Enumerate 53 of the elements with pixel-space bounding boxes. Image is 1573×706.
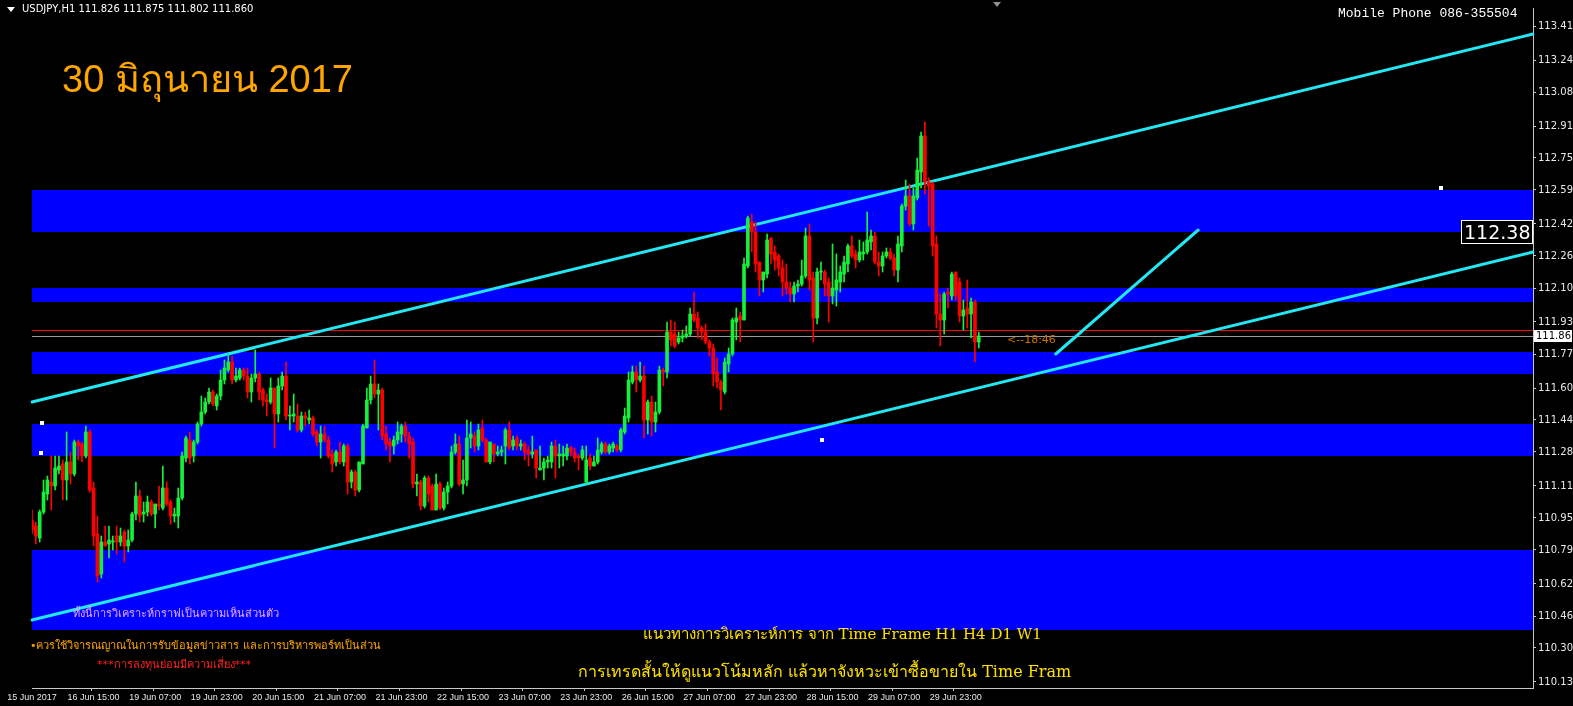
y-tick-label: 111.77 (1538, 347, 1573, 359)
x-tick-label: 23 Jun 07:00 (498, 691, 551, 702)
annotation: แนวทางการวิเคราะห์การ จาก Time Frame H1 H4 D1 W1 (643, 624, 1042, 645)
y-tick-label: 111.28 (1538, 445, 1573, 457)
y-tick-label: 111.60 (1538, 381, 1573, 393)
annotation: ทั้งนี้การวิเคราะห์กราฟเป็นความเห็นส่วนตัว (73, 605, 279, 622)
x-tick-label: 28 Jun 15:00 (806, 691, 859, 702)
annotation: ***การลงทุนย่อมมีความเสี่ยง*** (97, 655, 251, 673)
x-tick-label: 27 Jun 07:00 (683, 691, 736, 702)
y-tick-label: 110.95 (1538, 511, 1573, 523)
annotation: 112.38 (1461, 220, 1534, 244)
annotation: •ควรใช้วิจารณญาณในการรับข้อมูลข่าวสาร และการบริหารพอร์ทเป็นส่วน (30, 637, 381, 654)
y-tick-label: 110.62 (1538, 577, 1573, 589)
y-tick-label: 112.42 (1538, 217, 1573, 229)
candlestick (638, 361, 642, 383)
y-tick-label: 111.44 (1538, 413, 1573, 425)
x-tick-label: 29 Jun 07:00 (868, 691, 921, 702)
candlestick (103, 525, 107, 547)
annotation: การเทรดสั้นให้ดูแนวโน้มหลัก แล้วหาจังหวะเข้าซื้อขายใน Time Fram (578, 659, 1072, 684)
x-tick-label: 21 Jun 23:00 (375, 691, 428, 702)
x-tick-label: 19 Jun 23:00 (190, 691, 243, 702)
x-tick-label: 20 Jun 15:00 (252, 691, 305, 702)
chart-subtitle: USDJPY,H1 111.826 111.875 111.802 111.860 (22, 3, 254, 14)
ref-line-label: 111.86 (1536, 329, 1571, 341)
y-tick-label: 110.30 (1538, 641, 1573, 653)
x-tick-label: 27 Jun 23:00 (744, 691, 797, 702)
x-tick-label: 23 Jun 23:00 (560, 691, 613, 702)
y-tick-label: 110.13 (1538, 675, 1573, 687)
y-tick-label: 113.08 (1538, 85, 1573, 97)
y-tick-label: 113.24 (1538, 53, 1573, 65)
y-tick-label: 111.93 (1538, 315, 1573, 327)
y-tick-label: 112.75 (1538, 151, 1573, 163)
annotation: <--18:46 (1007, 333, 1056, 346)
annotation: Mobile Phone 086-355504 (1338, 6, 1518, 21)
y-tick-label: 111.11 (1538, 479, 1573, 491)
y-tick-label: 112.91 (1538, 119, 1573, 131)
y-tick-label: 112.26 (1538, 249, 1573, 261)
y-tick-label: 110.46 (1538, 609, 1573, 621)
y-tick-label: 112.10 (1538, 281, 1573, 293)
x-tick-label: 29 Jun 23:00 (929, 691, 982, 702)
x-tick-label: 21 Jun 07:00 (313, 691, 366, 702)
x-tick-label: 16 Jun 15:00 (67, 691, 120, 702)
candlestick (965, 279, 970, 329)
x-tick-label: 26 Jun 15:00 (621, 691, 674, 702)
candlestick (107, 525, 111, 559)
text: 30 มิถุนายน 2017 (62, 57, 353, 104)
y-tick-label: 110.79 (1538, 543, 1573, 555)
y-tick-label: 113.41 (1538, 19, 1573, 31)
candlestick (114, 525, 119, 555)
x-tick-label: 22 Jun 15:00 (437, 691, 490, 702)
y-tick-label: 112.59 (1538, 183, 1573, 195)
x-tick-label: 15 Jun 2017 (7, 691, 57, 702)
x-tick-label: 19 Jun 07:00 (129, 691, 182, 702)
